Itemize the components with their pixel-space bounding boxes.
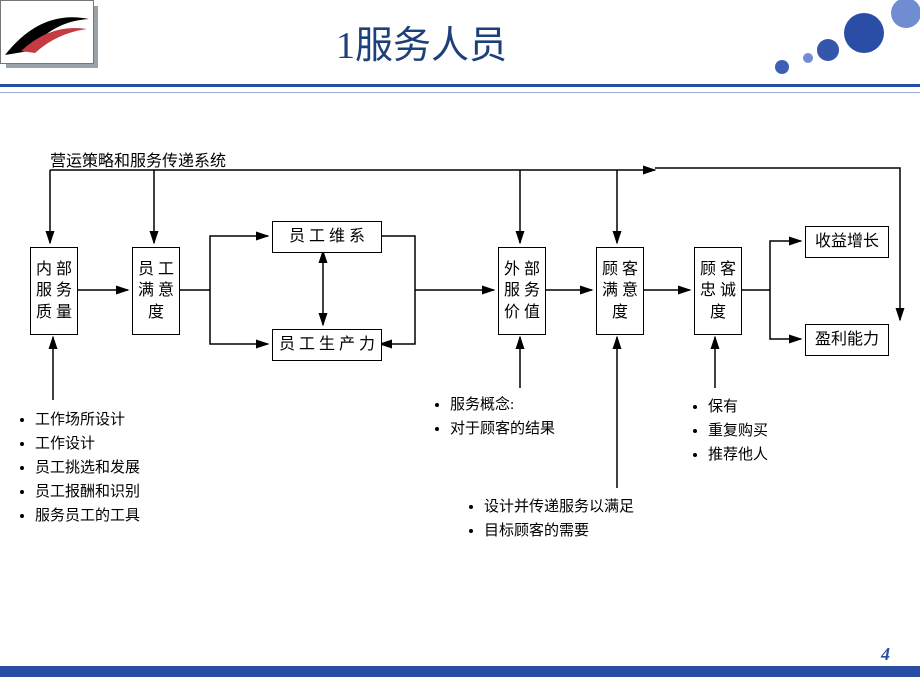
node-b2: 员 工 满 意 度 (132, 247, 180, 335)
node-b6: 顾 客 满 意 度 (596, 247, 644, 335)
slide: 1服务人员 营运策略和服务传递系统 内 部 服 务 质 量员 工 满 意 度员 … (0, 0, 920, 690)
decorative-dot (775, 60, 789, 74)
bullet-group-a1: 工作场所设计工作设计员工挑选和发展员工报酬和识别服务员工的工具 (17, 405, 140, 528)
logo (0, 0, 108, 76)
node-b5: 外 部 服 务 价 值 (498, 247, 546, 335)
bullet-group-a4: 保有重复购买推荐他人 (690, 392, 768, 467)
connector (740, 241, 801, 290)
bullet-item: 员工报酬和识别 (35, 480, 140, 501)
node-b8: 收益增长 (805, 226, 889, 258)
node-b3: 员 工 维 系 (272, 221, 382, 253)
node-b7: 顾 客 忠 诚 度 (694, 247, 742, 335)
bullet-item: 目标顾客的需要 (484, 519, 634, 540)
bullet-item: 服务概念: (450, 393, 555, 414)
connector (380, 236, 415, 344)
node-b9: 盈利能力 (805, 324, 889, 356)
decorative-dot (803, 53, 813, 63)
swoosh-icon (1, 1, 93, 63)
bullet-group-a2: 服务概念: 对于顾客的结果 (432, 390, 555, 441)
footer-bar (0, 666, 920, 677)
bullet-item: 重复购买 (708, 419, 768, 440)
bullet-group-a3: 设计并传递服务以满足目标顾客的需要 (466, 492, 634, 543)
bullet-item: 工作设计 (35, 432, 140, 453)
bullet-item: 保有 (708, 395, 768, 416)
decorative-dot (844, 13, 884, 53)
node-b1: 内 部 服 务 质 量 (30, 247, 78, 335)
header-rule-thin (0, 92, 920, 93)
diagram-caption: 营运策略和服务传递系统 (50, 147, 226, 171)
logo-face (0, 0, 94, 64)
connector (210, 290, 268, 344)
diagram-connectors (0, 0, 920, 690)
connector (178, 236, 268, 290)
page-title: 1服务人员 (336, 14, 507, 69)
bullet-item: 员工挑选和发展 (35, 456, 140, 477)
bullet-item: 工作场所设计 (35, 408, 140, 429)
node-b4: 员 工 生 产 力 (272, 329, 382, 361)
page-number: 4 (881, 644, 890, 665)
header-rule-bold (0, 84, 920, 87)
bullet-item: 设计并传递服务以满足 (484, 495, 634, 516)
decorative-dot (891, 0, 920, 28)
bullet-item: 推荐他人 (708, 443, 768, 464)
connector (770, 290, 801, 339)
bullet-item: 对于顾客的结果 (450, 417, 555, 438)
decorative-dot (817, 39, 839, 61)
bullet-item: 服务员工的工具 (35, 504, 140, 525)
